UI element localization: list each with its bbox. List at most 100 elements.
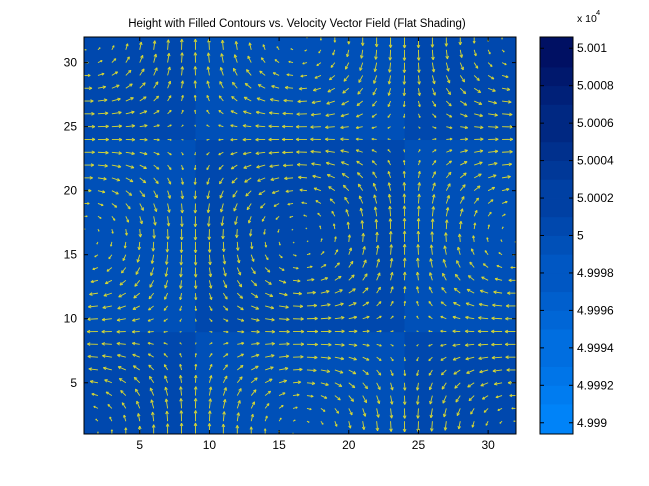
velocity-arrow: [457, 246, 461, 255]
velocity-arrow: [440, 356, 447, 361]
heatmap-cell: [404, 203, 420, 217]
velocity-arrow: [296, 162, 307, 167]
velocity-arrow: [416, 218, 421, 230]
heatmap-cell: [390, 216, 406, 230]
heatmap-cell: [125, 395, 141, 409]
velocity-arrow: [84, 202, 90, 205]
velocity-arrow: [268, 111, 280, 115]
heatmap-cell: [418, 382, 433, 397]
heatmap-cell: [279, 37, 294, 51]
velocity-arrow: [139, 216, 143, 225]
velocity-arrow: [334, 382, 343, 387]
heatmap-cell: [502, 177, 516, 192]
velocity-arrow: [125, 216, 130, 223]
velocity-arrow: [137, 241, 142, 251]
heatmap-cell: [502, 369, 516, 384]
heatmap-cell: [390, 344, 406, 358]
velocity-arrow: [116, 341, 126, 346]
velocity-arrow: [124, 427, 128, 434]
heatmap-cell: [279, 139, 294, 153]
velocity-arrow: [207, 229, 212, 240]
velocity-arrow: [230, 110, 238, 115]
heatmap-cell: [111, 395, 127, 409]
velocity-arrow: [245, 190, 252, 197]
heatmap-cell: [460, 318, 475, 333]
velocity-arrow: [206, 124, 210, 128]
colorbar-exponent: 4: [596, 8, 600, 17]
heatmap-cell: [474, 293, 489, 307]
velocity-arrow: [428, 369, 433, 376]
heatmap-cell: [362, 408, 378, 422]
velocity-arrow: [167, 95, 172, 102]
heatmap-cell: [97, 421, 113, 434]
heatmap-cell: [306, 113, 322, 128]
velocity-arrow: [167, 151, 172, 156]
heatmap-cell: [404, 395, 420, 409]
velocity-arrow: [243, 110, 252, 115]
heatmap-cell: [390, 267, 406, 281]
heatmap-cell: [334, 331, 350, 345]
heatmap-cell: [97, 293, 113, 307]
heatmap-cell: [181, 101, 197, 115]
velocity-arrow: [292, 406, 298, 409]
velocity-arrow: [403, 149, 406, 153]
heatmap-cell: [181, 216, 197, 230]
velocity-arrow: [97, 85, 107, 89]
heatmap-cell: [348, 241, 364, 256]
x-tick-label: 20: [342, 438, 356, 452]
velocity-arrow: [440, 369, 447, 376]
heatmap-cell: [460, 382, 475, 397]
velocity-arrow: [334, 343, 345, 347]
velocity-arrow: [357, 87, 364, 95]
heatmap-cell: [320, 357, 336, 371]
velocity-arrow: [387, 182, 392, 191]
velocity-arrow: [362, 343, 370, 347]
velocity-arrow: [416, 49, 421, 61]
heatmap-cell: [97, 62, 113, 77]
heatmap-cell: [167, 37, 183, 51]
velocity-arrow: [404, 315, 406, 319]
heatmap-cell: [488, 318, 503, 333]
velocity-arrow: [163, 305, 168, 311]
heatmap-cell: [362, 126, 378, 141]
velocity-arrow: [375, 231, 379, 242]
velocity-arrow: [269, 98, 280, 102]
velocity-arrow: [474, 149, 484, 153]
velocity-arrow: [310, 137, 321, 142]
heatmap-cell: [404, 382, 420, 397]
heatmap-cell: [432, 280, 447, 294]
velocity-arrow: [179, 331, 182, 333]
heatmap-cell: [84, 216, 99, 230]
heatmap-cell: [320, 241, 336, 256]
heatmap-cell: [460, 126, 475, 141]
velocity-arrow: [244, 177, 252, 183]
heatmap-cell: [223, 62, 238, 77]
heatmap-cell: [460, 152, 475, 166]
heatmap-cell: [446, 254, 461, 269]
colorbar-cell: [540, 123, 573, 143]
velocity-arrow: [270, 177, 280, 182]
heatmap-cell: [390, 254, 406, 269]
velocity-arrow: [102, 354, 112, 358]
heatmap-cell: [474, 331, 489, 345]
velocity-arrow: [455, 395, 461, 403]
heatmap-cell: [460, 331, 475, 345]
velocity-arrow: [432, 149, 437, 153]
velocity-arrow: [403, 286, 407, 294]
velocity-arrow: [179, 410, 184, 422]
velocity-arrow: [276, 46, 280, 51]
velocity-arrow: [292, 241, 295, 244]
heatmap-cell: [237, 331, 252, 345]
velocity-arrow: [362, 246, 366, 255]
heatmap-cell: [306, 254, 322, 269]
heatmap-cell: [111, 49, 127, 64]
velocity-arrow: [328, 186, 336, 192]
velocity-arrow: [445, 49, 449, 60]
heatmap-cell: [348, 49, 364, 64]
heatmap-cell: [279, 152, 294, 166]
velocity-arrow: [311, 100, 321, 105]
velocity-arrow: [484, 250, 489, 255]
velocity-arrow: [302, 62, 308, 65]
heatmap-cell: [97, 357, 113, 371]
velocity-arrow: [268, 137, 280, 142]
